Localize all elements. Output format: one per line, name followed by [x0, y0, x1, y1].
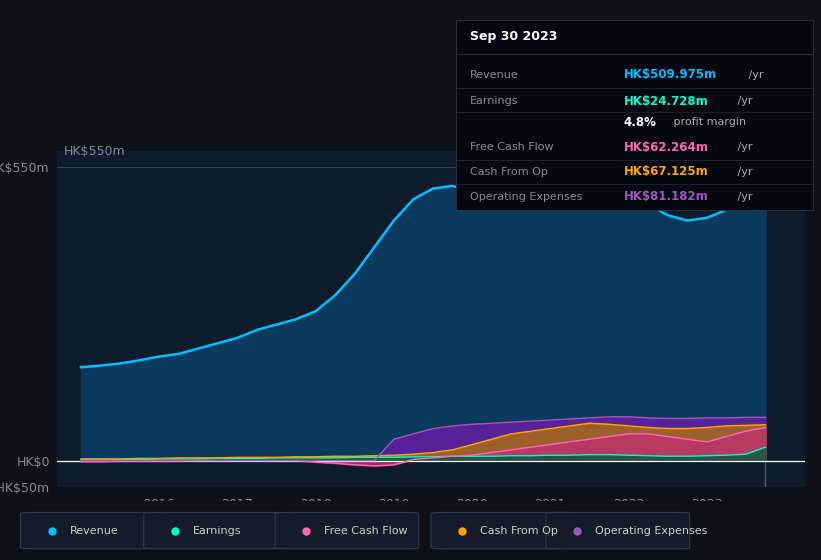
Text: /yr: /yr: [734, 96, 753, 106]
Text: HK$62.264m: HK$62.264m: [623, 141, 709, 153]
Text: /yr: /yr: [734, 192, 753, 202]
Text: HK$67.125m: HK$67.125m: [623, 165, 709, 179]
Text: Free Cash Flow: Free Cash Flow: [470, 142, 553, 152]
Text: HK$81.182m: HK$81.182m: [623, 190, 709, 203]
Text: Sep 30 2023: Sep 30 2023: [470, 30, 557, 43]
Text: 4.8%: 4.8%: [623, 116, 656, 129]
Text: /yr: /yr: [734, 167, 753, 177]
Text: Operating Expenses: Operating Expenses: [595, 526, 708, 535]
FancyBboxPatch shape: [275, 512, 419, 549]
Text: HK$509.975m: HK$509.975m: [623, 68, 717, 81]
Text: /yr: /yr: [734, 142, 753, 152]
Text: Operating Expenses: Operating Expenses: [470, 192, 582, 202]
Text: /yr: /yr: [745, 70, 764, 80]
Text: Revenue: Revenue: [70, 526, 118, 535]
Text: Free Cash Flow: Free Cash Flow: [324, 526, 408, 535]
Text: profit margin: profit margin: [670, 118, 746, 128]
Text: HK$550m: HK$550m: [64, 144, 126, 157]
Text: Revenue: Revenue: [470, 70, 519, 80]
Text: HK$24.728m: HK$24.728m: [623, 95, 709, 108]
FancyBboxPatch shape: [144, 512, 287, 549]
Text: Cash From Op: Cash From Op: [480, 526, 558, 535]
Text: Earnings: Earnings: [470, 96, 518, 106]
FancyBboxPatch shape: [546, 512, 690, 549]
FancyBboxPatch shape: [431, 512, 575, 549]
Text: Cash From Op: Cash From Op: [470, 167, 548, 177]
Text: Earnings: Earnings: [193, 526, 241, 535]
FancyBboxPatch shape: [21, 512, 164, 549]
